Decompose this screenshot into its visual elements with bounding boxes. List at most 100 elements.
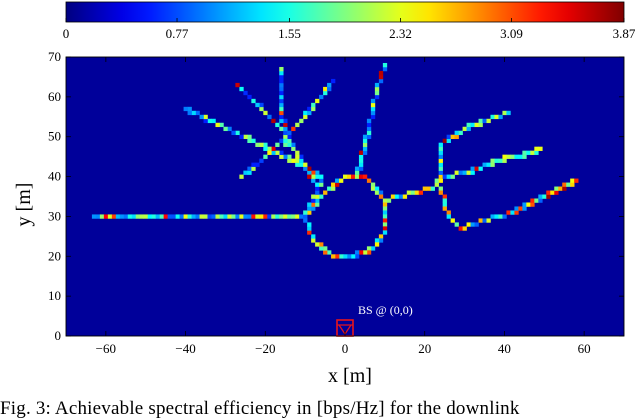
- heatmap-cell: [323, 86, 328, 92]
- heatmap-cell: [291, 214, 296, 219]
- heatmap-cell: [307, 166, 312, 171]
- heatmap-cell: [315, 174, 320, 179]
- heatmap-cell: [358, 154, 364, 159]
- heatmap-cell: [303, 162, 308, 167]
- heatmap-cell: [374, 238, 380, 243]
- heatmap-cell: [287, 142, 292, 147]
- heatmap-cell: [534, 150, 539, 155]
- heatmap-cell: [327, 186, 332, 191]
- heatmap-cell: [438, 150, 443, 155]
- heatmap-cell: [163, 214, 168, 219]
- heatmap-cell: [514, 206, 519, 211]
- colorbar-tick-label: 3.09: [500, 26, 523, 41]
- x-axis-label: x [m]: [328, 365, 372, 387]
- y-axis-label: y [m]: [13, 183, 35, 227]
- heatmap-cell: [311, 178, 316, 183]
- heatmap-cell: [239, 174, 244, 179]
- heatmap-cell: [171, 214, 176, 219]
- heatmap-cell: [283, 134, 288, 140]
- heatmap-cell: [522, 150, 527, 155]
- heatmap-cell: [307, 206, 312, 211]
- heatmap-cell: [315, 242, 320, 247]
- heatmap-cell: [155, 214, 160, 219]
- heatmap-cell: [235, 214, 240, 219]
- heatmap-cell: [530, 198, 535, 203]
- x-tick-label: 20: [418, 341, 431, 356]
- heatmap-cell: [223, 126, 228, 132]
- heatmap-cell: [366, 126, 372, 132]
- heatmap-cell: [279, 70, 284, 76]
- heatmap-cell: [414, 190, 420, 195]
- heatmap-cell: [358, 162, 364, 167]
- heatmap-cell: [546, 194, 551, 199]
- heatmap-cell: [159, 214, 164, 219]
- colorbar-tick-label: 1.55: [278, 26, 301, 41]
- heatmap-cell: [271, 118, 276, 124]
- heatmap-cell: [295, 162, 300, 167]
- heatmap-cell: [315, 194, 320, 199]
- heatmap-cell: [446, 134, 451, 140]
- heatmap-cell: [291, 126, 296, 132]
- heatmap-cell: [123, 214, 129, 219]
- heatmap-cell: [247, 138, 252, 143]
- heatmap-cell: [311, 194, 316, 199]
- heatmap-cell: [279, 78, 284, 84]
- heatmap-cells: [91, 62, 579, 259]
- heatmap-cell: [187, 110, 192, 116]
- heatmap-cell: [458, 226, 463, 231]
- heatmap-cell: [370, 106, 376, 112]
- heatmap-cell: [307, 106, 312, 112]
- heatmap-cell: [295, 158, 300, 163]
- heatmap-cell: [287, 134, 292, 140]
- heatmap-cell: [458, 130, 463, 136]
- heatmap-cell: [287, 154, 292, 159]
- heatmap-cell: [502, 158, 507, 163]
- heatmap-cell: [362, 134, 368, 140]
- heatmap-cell: [167, 214, 172, 219]
- heatmap-cell: [394, 194, 400, 199]
- heatmap-cell: [562, 186, 567, 191]
- heatmap-cell: [450, 218, 455, 223]
- y-tick-label: 30: [48, 208, 61, 223]
- heatmap-cell: [506, 210, 511, 215]
- heatmap-cell: [522, 206, 527, 211]
- heatmap-cell: [247, 134, 252, 140]
- heatmap-cell: [303, 166, 308, 171]
- heatmap-cell: [378, 78, 384, 84]
- heatmap-cell: [438, 154, 443, 159]
- heatmap-cell: [279, 114, 284, 120]
- heatmap-cell: [231, 214, 236, 219]
- heatmap-cell: [570, 182, 575, 187]
- heatmap-cell: [510, 154, 515, 159]
- heatmap-cell: [219, 214, 224, 219]
- heatmap-cell: [574, 178, 579, 183]
- heatmap-cell: [271, 214, 276, 219]
- heatmap-cell: [135, 214, 141, 219]
- heatmap-cell: [450, 174, 455, 179]
- heatmap-cell: [478, 218, 483, 223]
- heatmap-cell: [482, 162, 487, 167]
- heatmap-cell: [311, 198, 316, 203]
- heatmap-cell: [299, 158, 304, 163]
- x-tick-label: 40: [498, 341, 511, 356]
- heatmap-cell: [295, 154, 300, 159]
- heatmap-cell: [438, 178, 443, 183]
- heatmap-cell: [307, 174, 312, 179]
- heatmap-cell: [295, 150, 300, 155]
- heatmap-cell: [418, 190, 424, 195]
- heatmap-cell: [311, 206, 316, 211]
- heatmap-cell: [215, 214, 220, 219]
- heatmap-cell: [378, 190, 384, 195]
- heatmap-cell: [203, 214, 208, 219]
- heatmap-cell: [526, 202, 531, 207]
- heatmap-cell: [382, 222, 388, 227]
- heatmap-cell: [335, 178, 340, 183]
- heatmap-cell: [438, 146, 443, 151]
- heatmap-cell: [339, 254, 344, 259]
- y-tick-label: 20: [48, 248, 61, 263]
- heatmap-cell: [323, 246, 328, 251]
- heatmap-cell: [251, 162, 256, 167]
- heatmap-cell: [279, 150, 284, 155]
- heatmap-cell: [462, 126, 467, 132]
- heatmap-cell: [434, 178, 439, 183]
